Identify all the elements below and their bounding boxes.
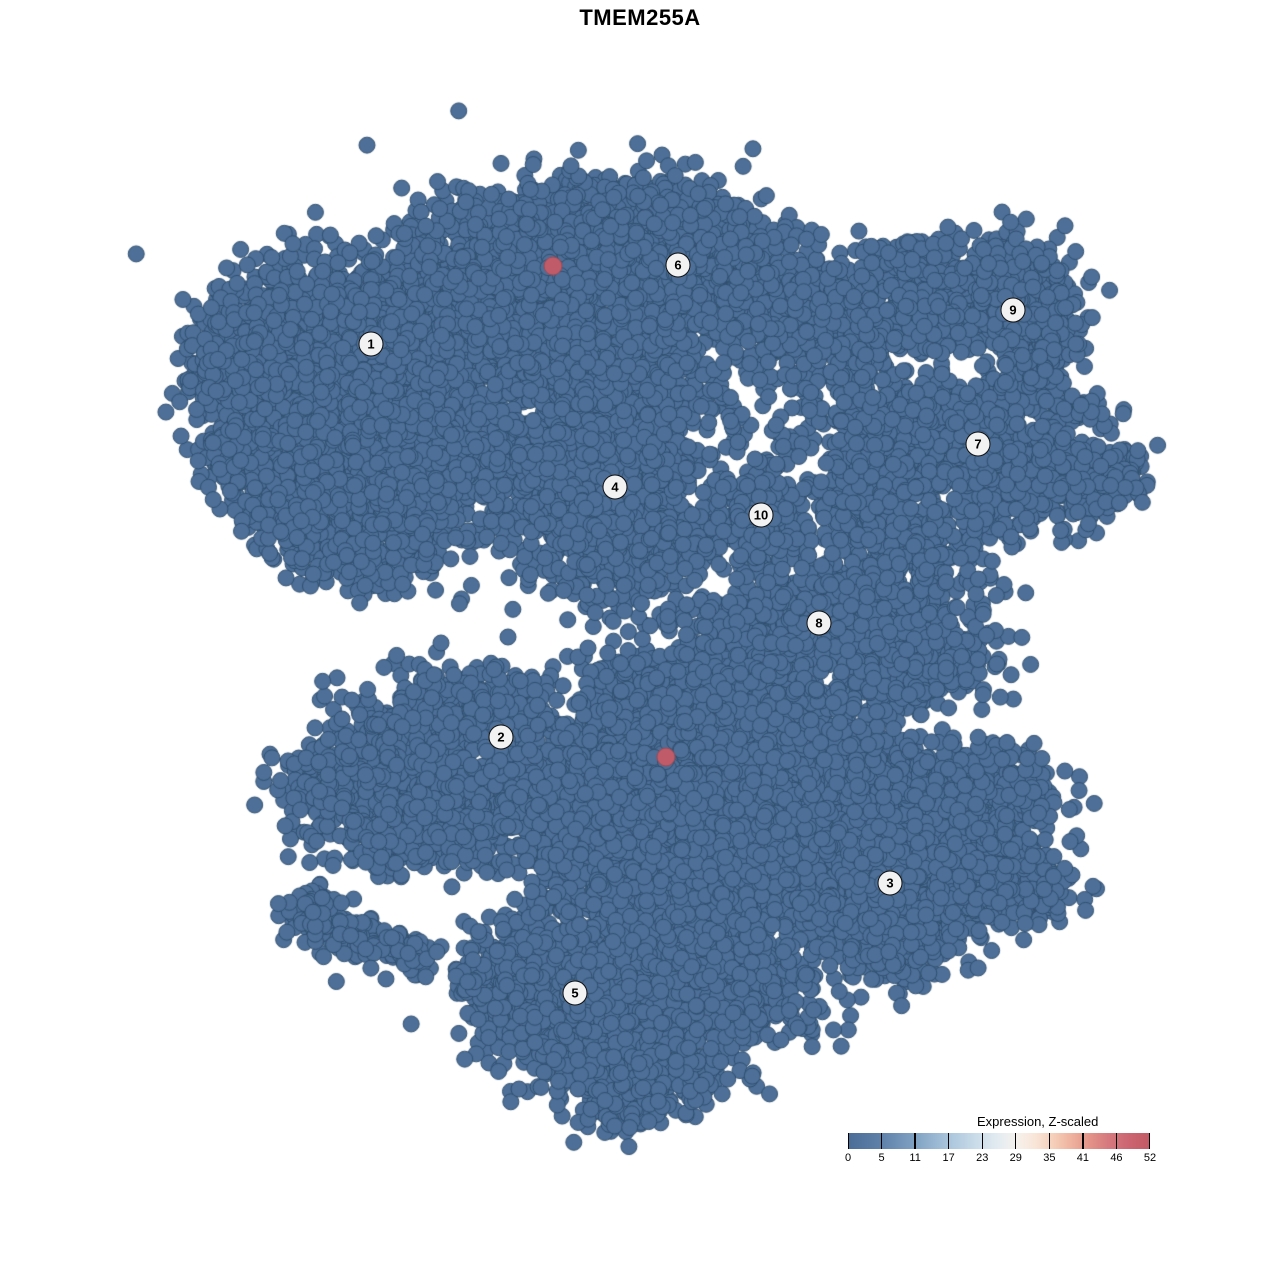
expression-legend: Expression, Z-scaled 0 5 11 17 23 29 35 41 46 52 [845, 1112, 1156, 1172]
legend-tick-label: 29 [1009, 1152, 1022, 1164]
legend-gradient-bar [848, 1133, 1150, 1149]
legend-tick-mark [947, 1133, 950, 1149]
legend-tick-label: 0 [844, 1152, 852, 1164]
legend-tick-mark [1115, 1133, 1118, 1149]
legend-title: Expression, Z-scaled [977, 1114, 1099, 1129]
legend-tick-mark [848, 1133, 850, 1149]
legend-tick-label: 5 [878, 1152, 885, 1164]
legend-tick-mark [1048, 1133, 1051, 1149]
legend-tick-mark [1082, 1133, 1084, 1149]
legend-tick-label: 46 [1110, 1152, 1123, 1164]
legend-tick-label: 35 [1043, 1152, 1056, 1164]
legend-tick-mark [914, 1133, 916, 1149]
legend-tick-label: 23 [976, 1152, 989, 1164]
legend-tick-mark [1148, 1133, 1150, 1149]
legend-tick-label: 17 [942, 1152, 955, 1164]
legend-tick-mark [880, 1133, 883, 1149]
legend-tick-mark [1015, 1133, 1017, 1149]
legend-tick-label: 52 [1143, 1152, 1157, 1164]
legend-tick-label: 41 [1076, 1152, 1089, 1164]
legend-tick-mark [981, 1133, 983, 1149]
legend-tick-label: 11 [909, 1152, 921, 1164]
plot-title: TMEM255A [579, 5, 701, 30]
